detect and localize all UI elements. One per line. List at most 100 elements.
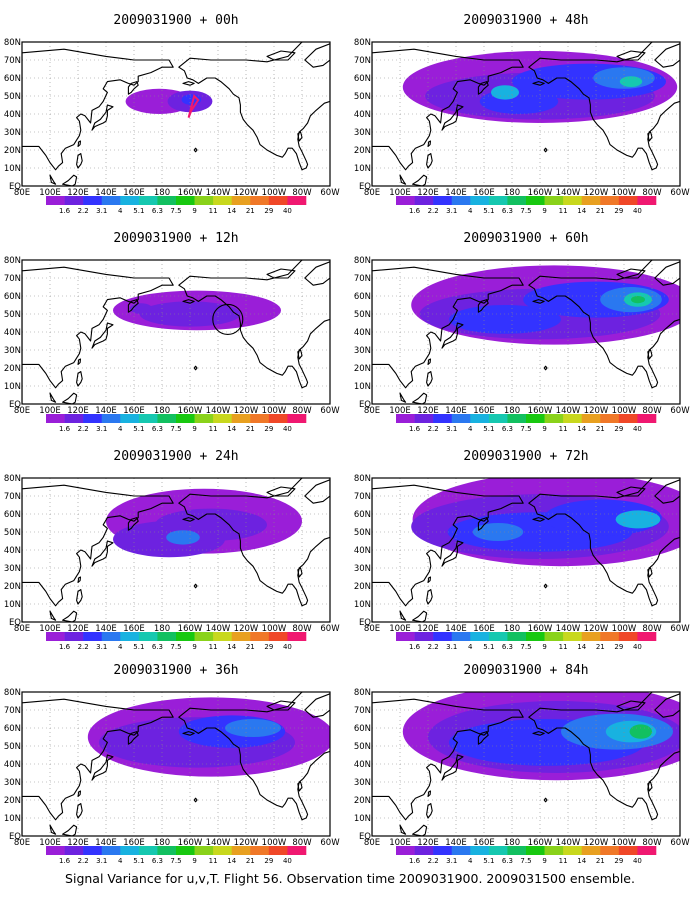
- lat-tick-label: 80N: [4, 474, 21, 484]
- coastline: [76, 589, 83, 605]
- map-panel: 2009031900 + 60h 80E 100E 120E 140E 160E 180 16…: [354, 231, 690, 433]
- lon-tick-label: 120W: [584, 406, 609, 416]
- coastline: [304, 43, 330, 68]
- map-field: [22, 260, 330, 404]
- coastline: [297, 781, 303, 792]
- map-panel: 2009031900 + 36h 80E 100E 120E 140E 160E 180 16…: [4, 663, 340, 865]
- map-frame: [371, 259, 681, 405]
- lon-tick-label: 60W: [670, 838, 690, 848]
- lat-tick-label: 30N: [354, 346, 371, 356]
- lon-tick-label: 100W: [262, 188, 287, 198]
- lon-tick-label: 140E: [445, 406, 467, 416]
- coastline: [654, 479, 680, 504]
- coastline: [62, 824, 78, 836]
- colorbar-label: 6.3: [502, 425, 513, 433]
- colorbar-swatch: [470, 414, 490, 423]
- lat-tick-label: EQ: [359, 832, 371, 842]
- lat-tick-label: 60N: [4, 74, 21, 84]
- colorbar-label: 6.3: [152, 643, 163, 651]
- colorbar-label: 11: [559, 425, 568, 433]
- colorbar-swatch: [101, 632, 121, 641]
- coastline: [91, 322, 114, 349]
- colorbar-label: 14: [577, 207, 586, 215]
- coastline: [647, 349, 653, 360]
- coastline: [427, 576, 432, 583]
- coastline: [193, 147, 198, 153]
- colorbar-label: 14: [577, 425, 586, 433]
- colorbar-swatch: [618, 196, 638, 205]
- coastline: [543, 365, 548, 371]
- coastline: [528, 260, 680, 389]
- coastline: [178, 478, 330, 607]
- coastline: [182, 81, 195, 86]
- colorbar-label: 14: [227, 857, 236, 865]
- colorbar-label: 11: [209, 425, 218, 433]
- lon-tick-label: 140W: [556, 624, 581, 634]
- colorbar-label: 1.6: [409, 643, 421, 651]
- lon-tick-label: 140W: [556, 188, 581, 198]
- lat-tick-label: 10N: [4, 814, 21, 824]
- colorbar-label: 4: [118, 857, 123, 865]
- colorbar-label: 29: [614, 857, 623, 865]
- colorbar-swatch: [287, 196, 307, 205]
- coastline: [22, 266, 174, 404]
- lon-tick-label: 120W: [234, 188, 259, 198]
- coastline: [412, 392, 428, 404]
- colorbar-swatch: [268, 196, 288, 205]
- colorbar-swatch: [396, 414, 415, 423]
- colorbar-swatch: [414, 196, 434, 205]
- colorbar-label: 9: [192, 857, 196, 865]
- coastline: [182, 731, 195, 736]
- lon-tick-label: 120E: [417, 838, 439, 848]
- variance-region: [631, 296, 645, 304]
- lat-tick-label: 70N: [354, 56, 371, 66]
- lon-tick-label: 140E: [445, 624, 467, 634]
- colorbar-label: 2.2: [428, 425, 439, 433]
- variance-region: [615, 510, 661, 529]
- colorbar-swatch: [231, 632, 251, 641]
- lat-tick-label: 70N: [4, 56, 21, 66]
- coastline: [77, 790, 82, 797]
- lat-tick-label: 40N: [4, 328, 21, 338]
- colorbar-swatch: [46, 196, 65, 205]
- lat-tick-label: 40N: [354, 110, 371, 120]
- coastline: [297, 349, 303, 360]
- coastline: [543, 797, 548, 803]
- lat-tick-label: 50N: [4, 310, 21, 320]
- colorbar-swatch: [64, 632, 84, 641]
- colorbar-label: 9: [192, 643, 196, 651]
- lat-tick-label: 40N: [4, 110, 21, 120]
- lat-tick-label: 70N: [4, 274, 21, 284]
- colorbar-swatch: [138, 196, 158, 205]
- panel-title: 2009031900 + 24h: [113, 449, 238, 464]
- colorbar-swatch: [268, 414, 288, 423]
- colorbar-swatch: [213, 196, 233, 205]
- map-field: [22, 692, 330, 836]
- colorbar-label: 7.5: [170, 857, 181, 865]
- colorbar-label: 9: [542, 207, 546, 215]
- coastline: [22, 484, 174, 622]
- panel-title: 2009031900 + 48h: [463, 13, 588, 28]
- coastline: [616, 486, 646, 497]
- colorbar-label: 2.2: [78, 425, 89, 433]
- lat-tick-label: 50N: [354, 92, 371, 102]
- colorbar-label: 7.5: [170, 643, 181, 651]
- coastline: [426, 371, 433, 387]
- coastline: [178, 692, 330, 821]
- colorbar-label: 21: [246, 425, 255, 433]
- coastline: [441, 754, 464, 781]
- colorbar-label: 2.2: [78, 643, 89, 651]
- lon-tick-label: 140E: [95, 838, 117, 848]
- coastline: [77, 358, 82, 365]
- colorbar-label: 29: [264, 207, 273, 215]
- lon-tick-label: 160W: [178, 188, 203, 198]
- colorbar-label: 5.1: [483, 643, 494, 651]
- lat-tick-label: 70N: [354, 492, 371, 502]
- colorbar-swatch: [120, 414, 140, 423]
- colorbar-label: 40: [283, 425, 292, 433]
- colorbar-swatch: [250, 196, 270, 205]
- colorbar-label: 2.2: [428, 643, 439, 651]
- lon-tick-label: 100W: [612, 406, 637, 416]
- lon-tick-label: 100E: [389, 838, 411, 848]
- lat-tick-label: 20N: [4, 146, 21, 156]
